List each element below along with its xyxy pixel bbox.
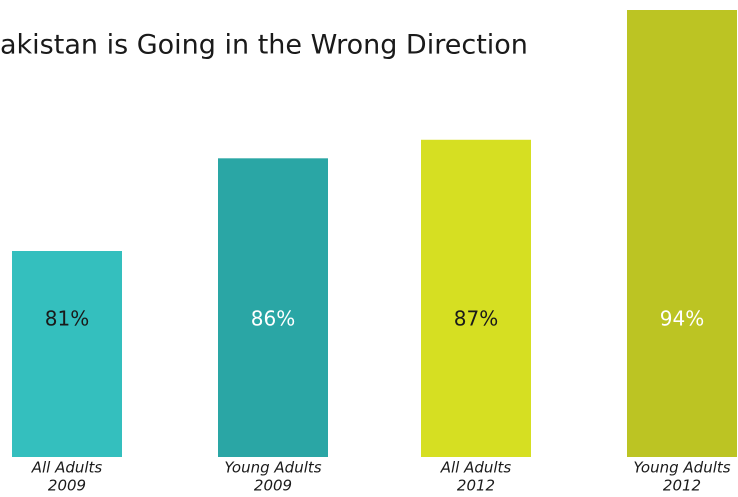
value-label: 81% bbox=[45, 307, 89, 331]
x-tick-label: Young Adults bbox=[224, 459, 321, 477]
bar bbox=[421, 139, 531, 457]
value-label: 87% bbox=[454, 307, 498, 331]
x-tick-label: 2012 bbox=[663, 477, 701, 495]
value-label: 86% bbox=[251, 307, 295, 331]
x-tick-label: All Adults bbox=[440, 459, 512, 477]
value-label: 94% bbox=[660, 307, 704, 331]
x-tick-label: All Adults bbox=[31, 459, 103, 477]
chart-title: akistan is Going in the Wrong Direction bbox=[0, 30, 528, 61]
bar bbox=[12, 251, 122, 457]
x-tick-label: 2009 bbox=[254, 477, 292, 495]
x-tick-label: Young Adults bbox=[633, 459, 730, 477]
bar bbox=[627, 10, 737, 457]
bar bbox=[218, 158, 328, 458]
x-tick-label: 2012 bbox=[457, 477, 495, 495]
x-tick-label: 2009 bbox=[48, 477, 86, 495]
